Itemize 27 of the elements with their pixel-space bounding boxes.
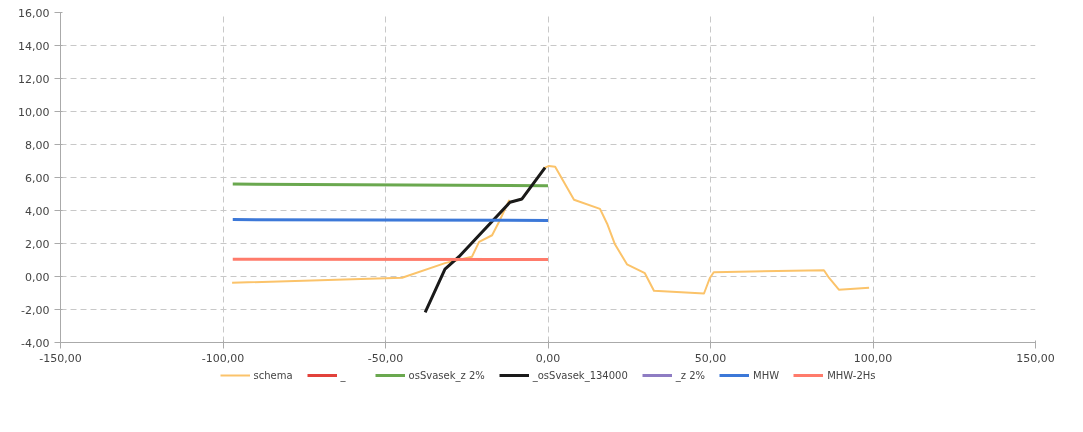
legend-label: _ bbox=[340, 369, 347, 381]
y-tick-label: 2,00 bbox=[25, 237, 50, 251]
line-series bbox=[423, 166, 547, 314]
legend-label: schema bbox=[253, 369, 293, 381]
y-tick-label: 16,00 bbox=[18, 6, 50, 20]
y-tick-label: -4,00 bbox=[21, 336, 50, 350]
y-tick-label: 12,00 bbox=[18, 72, 50, 86]
y-tick-label: -2,00 bbox=[21, 303, 50, 317]
line-series bbox=[231, 164, 871, 295]
y-tick-label: 4,00 bbox=[25, 204, 50, 218]
y-tick-label: 10,00 bbox=[18, 105, 50, 119]
x-tick-label: 150,00 bbox=[1016, 351, 1055, 365]
legend-label: osSvasek_z 2% bbox=[408, 369, 485, 381]
x-tick-label: -50,00 bbox=[367, 351, 404, 365]
legend-label: MHW-2Hs bbox=[827, 369, 876, 381]
y-tick-label: 0,00 bbox=[25, 270, 50, 284]
x-tick-label: 100,00 bbox=[853, 351, 893, 365]
legend-label: _z 2% bbox=[675, 369, 706, 381]
x-tick-label: -100,00 bbox=[201, 351, 245, 365]
x-tick-label: 0,00 bbox=[535, 351, 561, 365]
y-tick-label: 14,00 bbox=[18, 39, 50, 53]
legend-label: _osSvasek_134000 bbox=[532, 369, 628, 381]
y-tick-label: 8,00 bbox=[25, 138, 50, 152]
y-tick-label: 6,00 bbox=[25, 171, 50, 185]
x-tick-label: 50,00 bbox=[694, 351, 727, 365]
x-tick-label: -150,00 bbox=[39, 351, 82, 365]
legend-label: MHW bbox=[753, 369, 780, 381]
